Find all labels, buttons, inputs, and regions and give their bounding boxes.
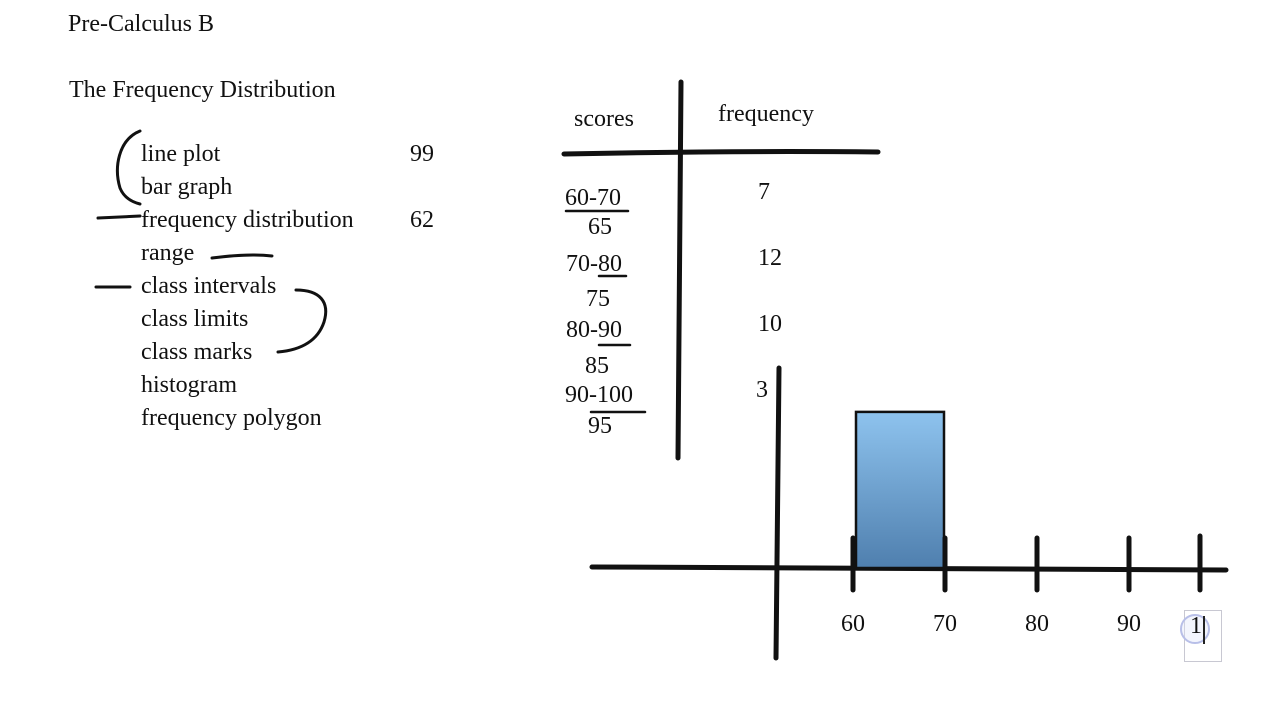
- text-caret: [1203, 616, 1205, 644]
- x-tick-label: 80: [1025, 611, 1049, 637]
- partial-tick-label: 1: [1190, 614, 1202, 638]
- x-tick-label: 70: [933, 611, 957, 637]
- x-tick-label: 60: [841, 611, 865, 637]
- x-tick-label: 90: [1117, 611, 1141, 637]
- histogram-bar: [856, 412, 944, 568]
